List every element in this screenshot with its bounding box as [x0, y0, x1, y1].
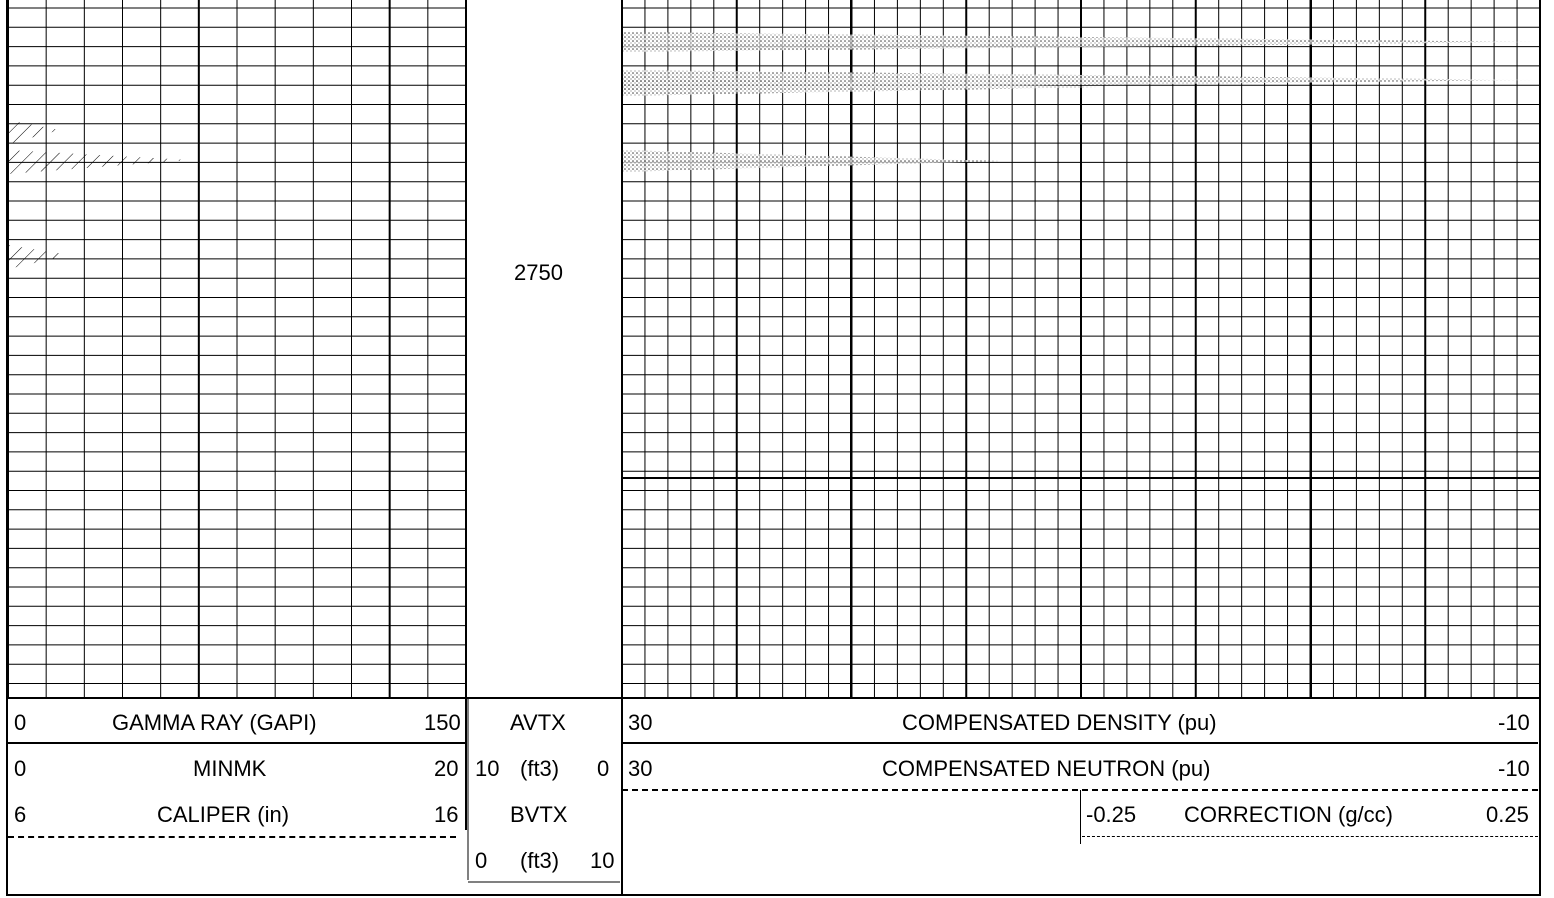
- minmk-max: 20: [434, 756, 459, 781]
- density-neutron-track-grid: [621, 0, 1541, 698]
- outer-border: [6, 0, 1541, 896]
- gamma-ray-hatch-fill: [8, 245, 70, 269]
- density-max: -10: [1498, 710, 1530, 735]
- curve-fills: [8, 32, 1540, 269]
- avtx-name: AVTX: [510, 710, 566, 735]
- crossover-fill: [622, 32, 1540, 52]
- crossover-fill: [622, 150, 1000, 172]
- neutron-min: 30: [628, 756, 653, 781]
- neutron-name: COMPENSATED NEUTRON (pu): [882, 756, 1211, 781]
- crossover-fill: [622, 78, 1100, 96]
- gamma-ray-max: 150: [424, 710, 461, 735]
- caliper-legend-line: [8, 836, 456, 838]
- caliper-min: 6: [14, 802, 27, 827]
- avtx-unit: (ft3): [520, 756, 560, 781]
- density-name: COMPENSATED DENSITY (pu): [902, 710, 1217, 735]
- gamma-ray-name: GAMMA RAY (GAPI): [112, 710, 317, 735]
- caliper-max: 16: [434, 802, 459, 827]
- density-legend-line: [622, 742, 1538, 744]
- density-min: 30: [628, 710, 653, 735]
- gamma-ray-legend-line: [8, 742, 466, 744]
- avtx-min: 10: [475, 756, 500, 781]
- bvtx-max: 10: [590, 848, 615, 873]
- neutron-max: -10: [1498, 756, 1530, 781]
- correction-min: -0.25: [1086, 802, 1137, 827]
- correction-name: CORRECTION (g/cc): [1184, 802, 1393, 827]
- correction-divider: [1080, 790, 1081, 844]
- correction-legend-line: [1082, 836, 1538, 837]
- avtx-max: 0: [597, 756, 610, 781]
- caliper-name: CALIPER (in): [157, 802, 290, 827]
- minmk-name: MINMK: [193, 756, 267, 781]
- bvtx-min: 0: [475, 848, 488, 873]
- bvtx-name: BVTX: [510, 802, 568, 827]
- plot-frame: [6, 0, 1541, 896]
- gamma-ray-hatch-fill: [8, 150, 190, 174]
- gamma-ray-hatch-fill: [8, 120, 60, 144]
- gamma-ray-min: 0: [14, 710, 27, 735]
- gamma-ray-track-grid: [7, 0, 467, 698]
- bvtx-unit: (ft3): [520, 848, 560, 873]
- correction-max: 0.25: [1486, 802, 1529, 827]
- minmk-min: 0: [14, 756, 27, 781]
- depth-label: 2750: [514, 260, 563, 285]
